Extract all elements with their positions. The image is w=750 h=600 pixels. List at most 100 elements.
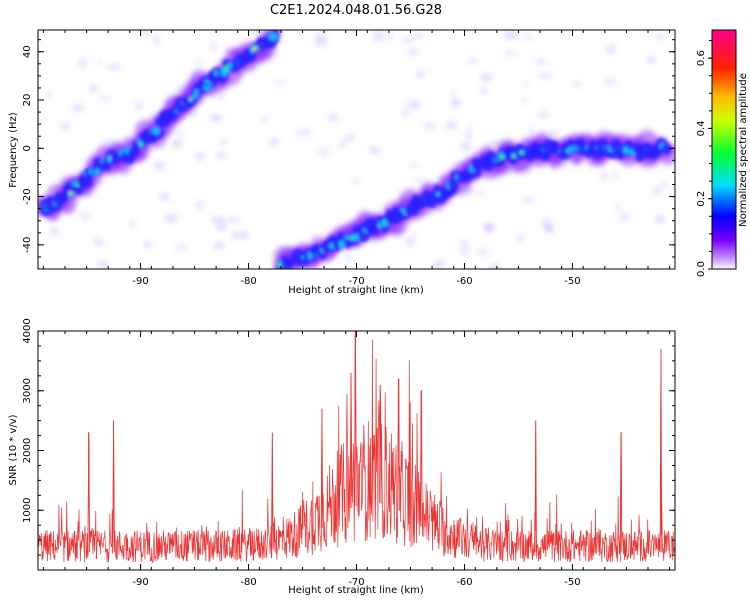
snr-series (38, 331, 675, 564)
heatmap-speckle (339, 140, 345, 149)
heatmap-speckle (211, 216, 226, 223)
heatmap-speckle (479, 88, 488, 94)
heatmap-cyan-blob (194, 89, 199, 95)
heatmap-speckle (460, 240, 468, 248)
colorbar-label: Normalized spectral amplitude (738, 73, 749, 227)
heatmap-speckle (215, 222, 228, 231)
heatmap-speckle (314, 40, 328, 46)
heatmap-speckle (411, 233, 419, 238)
heatmap-speckle (345, 255, 352, 262)
heatmap-speckle (99, 95, 112, 100)
x-tick-label: -50 (564, 577, 580, 588)
y-tick-label: -40 (22, 237, 33, 253)
heatmap-speckle (139, 30, 151, 35)
heatmap-speckle (621, 212, 629, 222)
heatmap-speckle (525, 34, 531, 41)
snr-y-label: SNR (10 * v/v) (8, 414, 19, 485)
snr-x-ticks: -90 -80 -70 -60 -50 (42, 331, 671, 588)
heatmap-speckle (221, 137, 227, 146)
heatmap-red-blob (68, 191, 71, 193)
heatmap-y-ticks: -40 -20 0 20 40 (22, 39, 675, 270)
heatmap-speckle (374, 33, 384, 42)
heatmap-y-label: Frequency (Hz) (8, 112, 19, 188)
heatmap-speckle (536, 59, 546, 65)
x-tick-label: -60 (456, 276, 472, 287)
heatmap-speckle (305, 130, 310, 134)
heatmap-bands (38, 30, 675, 269)
heatmap-speckle (345, 134, 355, 142)
heatmap-speckle (603, 78, 617, 84)
heatmap-speckle (216, 94, 225, 100)
heatmap-speckle (479, 73, 493, 82)
snr-y-ticks: 1000 2000 3000 4000 (22, 318, 675, 571)
heatmap-speckle (477, 191, 485, 196)
x-tick-label: -70 (348, 276, 364, 287)
heatmap-green-blob (277, 262, 282, 267)
x-tick-label: -80 (240, 276, 256, 287)
heatmap-speckle (327, 113, 339, 121)
heatmap-speckle (79, 58, 87, 68)
heatmap-speckle (606, 45, 616, 54)
heatmap-speckle (483, 222, 496, 232)
heatmap-speckle (350, 180, 361, 185)
heatmap-speckle (450, 98, 461, 108)
heatmap-speckle (516, 235, 524, 241)
heatmap-speckle (401, 37, 415, 42)
heatmap-speckle (261, 117, 268, 123)
heatmap-speckle (174, 244, 187, 250)
snr-peak (112, 420, 115, 553)
heatmap-speckle (194, 152, 206, 160)
snr-peak (87, 432, 90, 553)
heatmap-speckle (50, 227, 59, 236)
heatmap-speckle (134, 102, 143, 109)
heatmap-cyan-blob (268, 33, 278, 41)
heatmap-speckle (433, 260, 446, 269)
heatmap-core (39, 30, 672, 269)
y-tick-label: 0 (22, 145, 33, 151)
heatmap-speckle (38, 118, 46, 122)
y-tick-label: 3000 (22, 378, 33, 403)
snr-panel: -90 -80 -70 -60 -50 1000 2000 3000 4000 Height … (8, 318, 676, 596)
x-tick-label: -70 (348, 577, 364, 588)
heatmap-speckle (467, 59, 478, 64)
colorbar-gradient (712, 30, 736, 269)
heatmap-speckle (405, 237, 415, 246)
heatmap-speckle (193, 60, 204, 64)
y-tick-label: 20 (22, 94, 33, 107)
heatmap-speckle (652, 187, 662, 195)
heatmap-green-blob (139, 142, 144, 147)
snr-x-label: Height of straight line (km) (288, 585, 424, 596)
y-tick-label: 1000 (22, 498, 33, 523)
heatmap-speckle (529, 126, 535, 136)
colorbar-tick-label: 0.2 (696, 191, 707, 207)
x-tick-label: -90 (132, 276, 148, 287)
heatmap-speckle (94, 237, 103, 247)
x-tick-label: -60 (456, 577, 472, 588)
heatmap-speckle (465, 132, 473, 140)
heatmap-cyan-blob (152, 126, 160, 135)
heatmap-red-blob (254, 49, 256, 51)
heatmap-speckle (369, 146, 381, 155)
heatmap-speckle (468, 126, 473, 131)
heatmap-speckle (252, 30, 263, 35)
heatmap-speckle (296, 130, 301, 136)
x-tick-label: -80 (240, 577, 256, 588)
heatmap-cyan-blob (220, 68, 228, 77)
heatmap-speckle (237, 231, 250, 239)
x-tick-label: -90 (132, 577, 148, 588)
heatmap-body-blob (367, 225, 380, 236)
heatmap-speckle (522, 197, 534, 203)
heatmap-speckle (407, 49, 419, 55)
heatmap-speckle (414, 177, 425, 182)
heatmap-green-blob (499, 155, 506, 160)
heatmap-speckle (61, 122, 70, 131)
heatmap-x-label: Height of straight line (km) (288, 285, 424, 296)
heatmap-speckle (232, 231, 239, 240)
heatmap-speckle (408, 164, 420, 168)
heatmap-speckle (460, 249, 469, 255)
snr-peak (354, 331, 357, 506)
heatmap-speckle (103, 139, 115, 146)
heatmap-speckle (210, 42, 216, 51)
heatmap-speckle (45, 91, 53, 98)
snr-peak (420, 390, 423, 527)
